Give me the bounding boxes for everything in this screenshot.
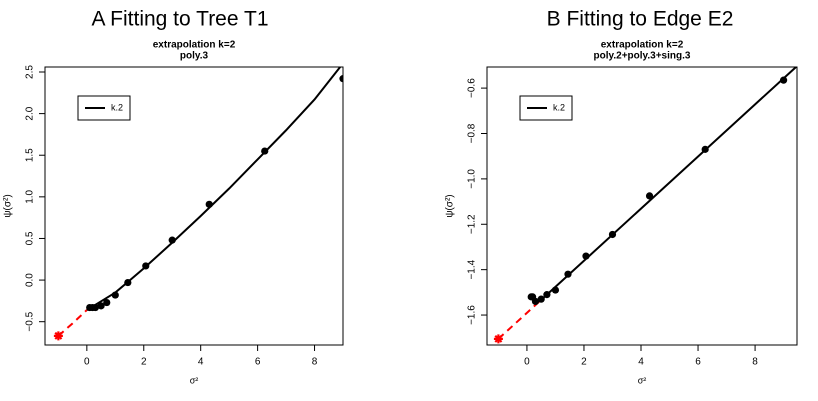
y-tick-label: −1.6: [467, 305, 478, 325]
data-point: [124, 278, 132, 287]
plot: A Fitting to Tree T1 extrapolation k=2pol…: [3, 8, 344, 385]
estimate-point: [53, 331, 63, 341]
data-point: [582, 252, 590, 260]
data-point: [551, 286, 560, 294]
y-tick-label: 2.5: [25, 65, 36, 79]
y-tick-label: −1.4: [467, 259, 478, 279]
y-tick-label: 2.0: [25, 106, 36, 120]
data-point: [701, 145, 709, 153]
x-tick-label: 6: [255, 357, 261, 368]
y-tick-label: −0.8: [467, 123, 478, 143]
y-axis-label: ψ(σ²): [3, 194, 14, 217]
x-tick-label: 0: [524, 357, 530, 368]
data-point: [168, 236, 176, 244]
x-tick-label: 2: [581, 357, 587, 368]
x-tick-label: 2: [141, 357, 147, 368]
x-tick-label: 0: [84, 357, 90, 368]
y-tick-label: −1.2: [467, 214, 478, 234]
y-tick-label: −0.6: [467, 78, 478, 98]
data-point: [339, 75, 343, 83]
data-point: [111, 291, 119, 299]
data-point: [205, 200, 213, 208]
plot-frame: [44, 66, 344, 346]
data-point: [261, 147, 269, 155]
legend-label: k.2: [553, 102, 565, 112]
plot-subtitle: poly.3: [180, 51, 209, 62]
plot-area: [53, 67, 343, 341]
plot-frame: [486, 66, 798, 346]
data-point: [608, 230, 617, 239]
data-point: [103, 298, 111, 307]
y-tick-label: 1.0: [25, 189, 36, 203]
data-point: [645, 192, 654, 200]
legend-label: k.2: [111, 102, 123, 112]
data-point: [97, 302, 105, 310]
y-tick-label: 0.5: [25, 231, 36, 245]
plot-area: [493, 67, 797, 344]
data-point: [531, 297, 540, 306]
y-tick-label: 1.5: [25, 148, 36, 162]
x-tick-label: 4: [198, 357, 204, 368]
extrapolation-line: [57, 309, 88, 337]
panel-title: A Fitting to Tree T1: [91, 8, 268, 31]
y-tick-label: −0.5: [25, 311, 36, 331]
extrapolation-line: [497, 299, 542, 340]
y-tick-label: 0.0: [25, 273, 36, 287]
x-tick-label: 4: [638, 357, 644, 368]
fit-line: [540, 67, 797, 301]
data-point: [779, 76, 788, 84]
plot-subtitle: poly.2+poly.3+sing.3: [594, 51, 691, 62]
data-point: [142, 262, 150, 270]
data-point: [543, 291, 551, 299]
x-tick-label: 8: [312, 357, 318, 368]
x-tick-label: 8: [752, 357, 758, 368]
x-tick-label: 6: [695, 357, 701, 368]
x-axis-label: σ²: [190, 375, 199, 385]
data-point: [91, 303, 99, 312]
estimate-point: [493, 334, 503, 344]
plot: B Fitting to Edge E2 extrapolation k=2pol…: [445, 8, 798, 385]
panel-title: B Fitting to Edge E2: [547, 8, 734, 31]
y-axis-label: ψ(σ²): [445, 194, 456, 217]
y-tick-label: −1.0: [467, 169, 478, 189]
data-point: [537, 295, 545, 303]
data-point: [564, 270, 572, 278]
plot-title: extrapolation k=2: [601, 40, 684, 51]
plot-title: extrapolation k=2: [153, 40, 236, 51]
x-axis-label: σ²: [638, 375, 647, 385]
